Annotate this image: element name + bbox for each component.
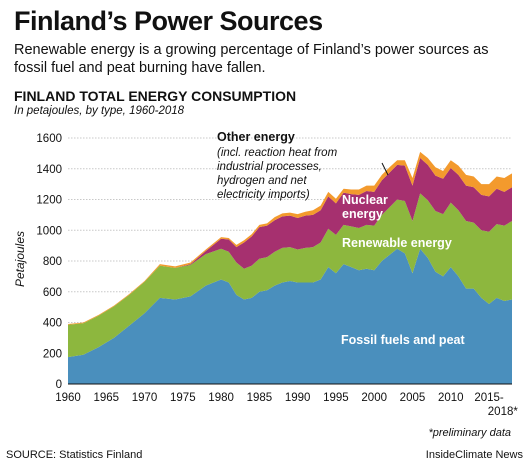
label-other-note: (incl. reaction heat from	[217, 147, 338, 159]
y-tick-label: 1000	[36, 225, 62, 237]
y-tick-label: 1400	[36, 164, 62, 176]
preliminary-footnote: *preliminary data	[428, 427, 511, 439]
y-tick-label: 600	[43, 287, 62, 299]
area-renewable-energy	[68, 193, 512, 358]
x-tick-label: 1995	[323, 392, 349, 404]
label-other-note: industrial processes,	[217, 161, 322, 173]
x-tick-label: 2005	[400, 392, 426, 404]
x-tick-label: 1980	[208, 392, 234, 404]
x-tick-label: 1960	[55, 392, 81, 404]
x-tick-label: 1985	[247, 392, 273, 404]
y-tick-label: 400	[43, 318, 62, 330]
label-renewable-energy: Renewable energy	[342, 236, 452, 250]
x-tick-label: 1970	[132, 392, 158, 404]
x-tick-label: 2018*	[488, 406, 519, 418]
chart-title: FINLAND TOTAL ENERGY CONSUMPTION	[14, 88, 297, 104]
area-nuclear-energy	[68, 157, 512, 325]
source-credit: SOURCE: Statistics Finland	[6, 449, 143, 461]
x-tick-label: 1975	[170, 392, 196, 404]
axes: 0 200 400 600 800 1000 1200 1400 1600 1960 1965 197…	[13, 133, 518, 418]
chart-subtitle: In petajoules, by type, 1960-2018	[14, 105, 185, 117]
x-tick-label: 2015-	[474, 392, 504, 404]
x-tick-label: 1990	[285, 392, 311, 404]
y-tick-label: 200	[43, 348, 62, 360]
y-tick-label: 1600	[36, 133, 62, 145]
y-tick-label: 800	[43, 256, 62, 268]
publisher-credit: InsideClimate News	[425, 449, 523, 461]
x-tick-label: 2010	[438, 392, 464, 404]
label-nuclear-energy: energy	[342, 207, 383, 221]
label-other-note: hydrogen and net	[217, 175, 307, 187]
label-nuclear-energy: Nuclear	[342, 193, 388, 207]
page-title: Finland’s Power Sources	[14, 6, 323, 36]
y-tick-label: 0	[56, 379, 62, 391]
x-tick-label: 1965	[93, 392, 119, 404]
area-series	[68, 151, 512, 384]
other-energy-leader	[381, 162, 389, 176]
label-other-energy: Other energy	[217, 130, 295, 144]
label-fossil-fuels: Fossil fuels and peat	[341, 333, 465, 347]
label-other-note: electricity imports)	[217, 189, 310, 201]
area-fossil-fuels-and-peat	[68, 248, 512, 384]
annotations: Other energy (incl. reaction heat from ind…	[217, 130, 465, 347]
x-tick-label: 2000	[361, 392, 387, 404]
y-tick-label: 1200	[36, 195, 62, 207]
page-subtitle: Renewable energy is a growing percentage…	[14, 42, 489, 76]
y-axis-label: Petajoules	[13, 231, 27, 287]
